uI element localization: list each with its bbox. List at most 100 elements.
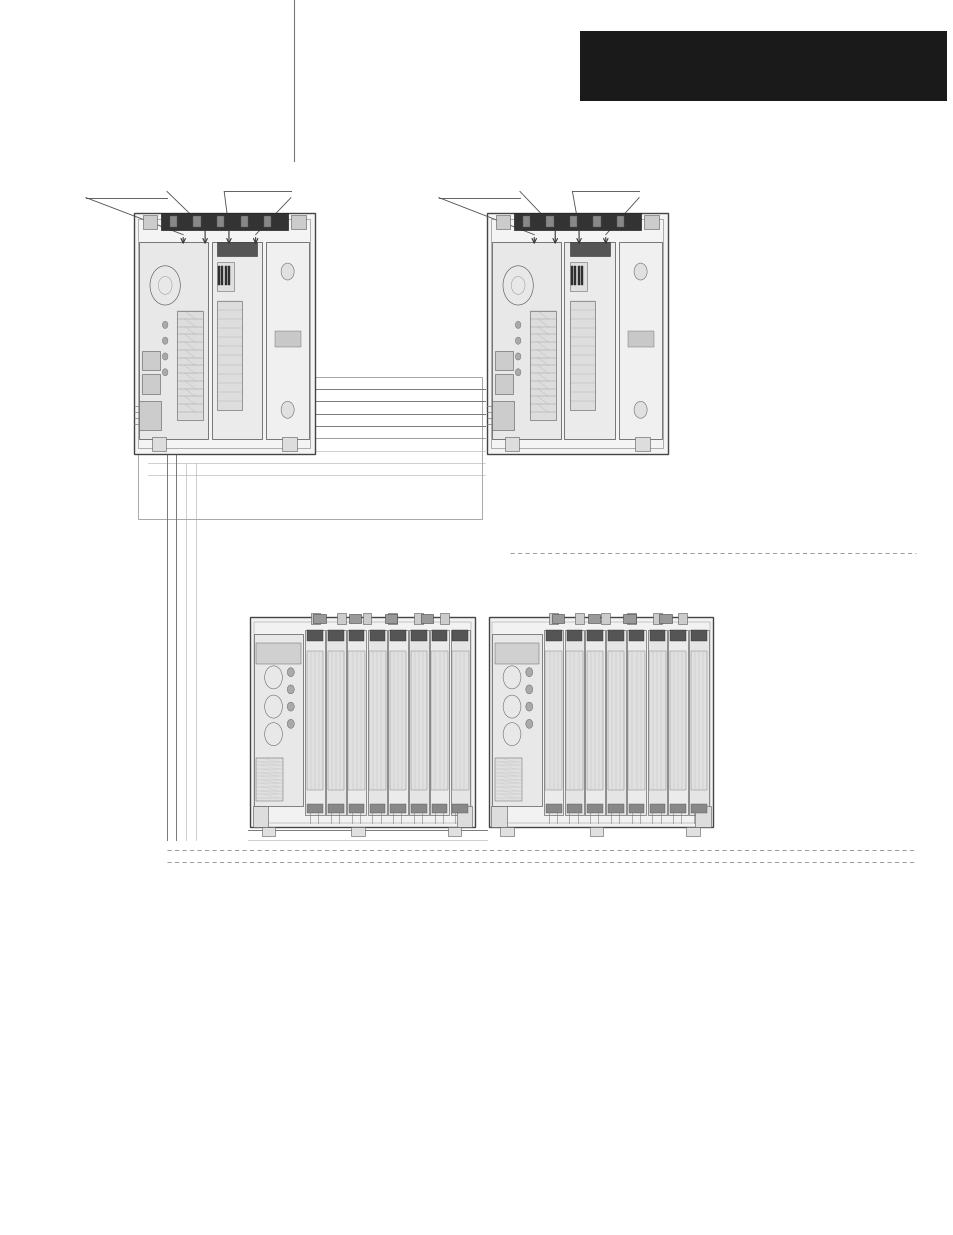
Bar	[589, 827, 602, 836]
Bar	[432, 630, 447, 641]
Bar	[429, 630, 449, 815]
Bar	[307, 804, 323, 813]
Bar	[495, 351, 512, 370]
Bar	[578, 266, 579, 285]
Bar	[569, 216, 577, 227]
Bar	[585, 630, 604, 815]
Circle shape	[515, 321, 520, 329]
Circle shape	[515, 369, 520, 375]
Bar	[667, 630, 687, 815]
Bar	[690, 804, 706, 813]
Bar	[579, 31, 946, 101]
Circle shape	[162, 369, 168, 375]
Bar	[139, 242, 208, 440]
Bar	[266, 242, 309, 440]
Bar	[388, 630, 408, 815]
Bar	[390, 651, 406, 789]
Circle shape	[287, 685, 294, 694]
Bar	[593, 216, 600, 227]
Bar	[384, 614, 396, 622]
Bar	[216, 242, 257, 257]
Bar	[307, 651, 323, 789]
Bar	[529, 311, 556, 420]
Bar	[282, 437, 296, 452]
Circle shape	[525, 703, 532, 711]
Bar	[369, 804, 385, 813]
Bar	[652, 614, 660, 624]
Bar	[176, 311, 203, 420]
Bar	[496, 215, 510, 228]
Bar	[551, 614, 563, 622]
Bar	[587, 804, 602, 813]
Bar	[307, 630, 323, 641]
Bar	[390, 630, 406, 641]
Circle shape	[162, 337, 168, 345]
Bar	[143, 215, 157, 228]
Bar	[313, 614, 325, 622]
Bar	[439, 614, 448, 624]
Bar	[139, 401, 160, 430]
Bar	[221, 266, 223, 285]
Bar	[491, 806, 506, 827]
Bar	[256, 643, 300, 663]
Bar	[564, 242, 615, 440]
Circle shape	[287, 668, 294, 677]
Bar	[256, 758, 283, 802]
Bar	[327, 651, 344, 789]
Bar	[133, 214, 314, 454]
Bar	[628, 651, 644, 789]
Bar	[600, 614, 609, 624]
Bar	[492, 401, 514, 430]
Bar	[349, 630, 364, 641]
Bar	[486, 214, 667, 454]
Bar	[349, 804, 364, 813]
Bar	[495, 758, 521, 802]
Bar	[569, 301, 595, 410]
Bar	[670, 630, 685, 641]
Bar	[566, 804, 581, 813]
Bar	[635, 437, 649, 452]
Bar	[152, 437, 166, 452]
Bar	[586, 651, 602, 789]
Bar	[347, 630, 366, 815]
Bar	[291, 215, 305, 228]
Bar	[349, 614, 361, 622]
Bar	[142, 351, 159, 370]
Bar	[216, 216, 224, 227]
Bar	[670, 804, 685, 813]
Bar	[452, 651, 468, 789]
Bar	[492, 635, 541, 806]
Bar	[216, 301, 242, 410]
Bar	[626, 630, 646, 815]
Bar	[643, 215, 658, 228]
Bar	[649, 804, 664, 813]
Bar	[545, 651, 561, 789]
Bar	[499, 827, 513, 836]
Bar	[212, 242, 262, 440]
Bar	[432, 804, 447, 813]
Bar	[690, 651, 706, 789]
Bar	[348, 651, 364, 789]
Circle shape	[287, 703, 294, 711]
Bar	[522, 216, 530, 227]
Bar	[622, 614, 635, 622]
Bar	[369, 651, 385, 789]
Bar	[452, 630, 468, 641]
Bar	[240, 216, 248, 227]
Bar	[695, 806, 710, 827]
Bar	[492, 242, 560, 440]
Bar	[369, 630, 385, 641]
Bar	[388, 614, 396, 624]
Bar	[580, 266, 582, 285]
Bar	[328, 630, 343, 641]
Circle shape	[634, 401, 646, 419]
Bar	[142, 374, 159, 394]
Bar	[647, 630, 666, 815]
Bar	[367, 630, 387, 815]
Bar	[627, 331, 653, 347]
Bar	[690, 630, 706, 641]
Bar	[659, 614, 671, 622]
Bar	[648, 651, 665, 789]
Bar	[605, 630, 625, 815]
Circle shape	[515, 337, 520, 345]
